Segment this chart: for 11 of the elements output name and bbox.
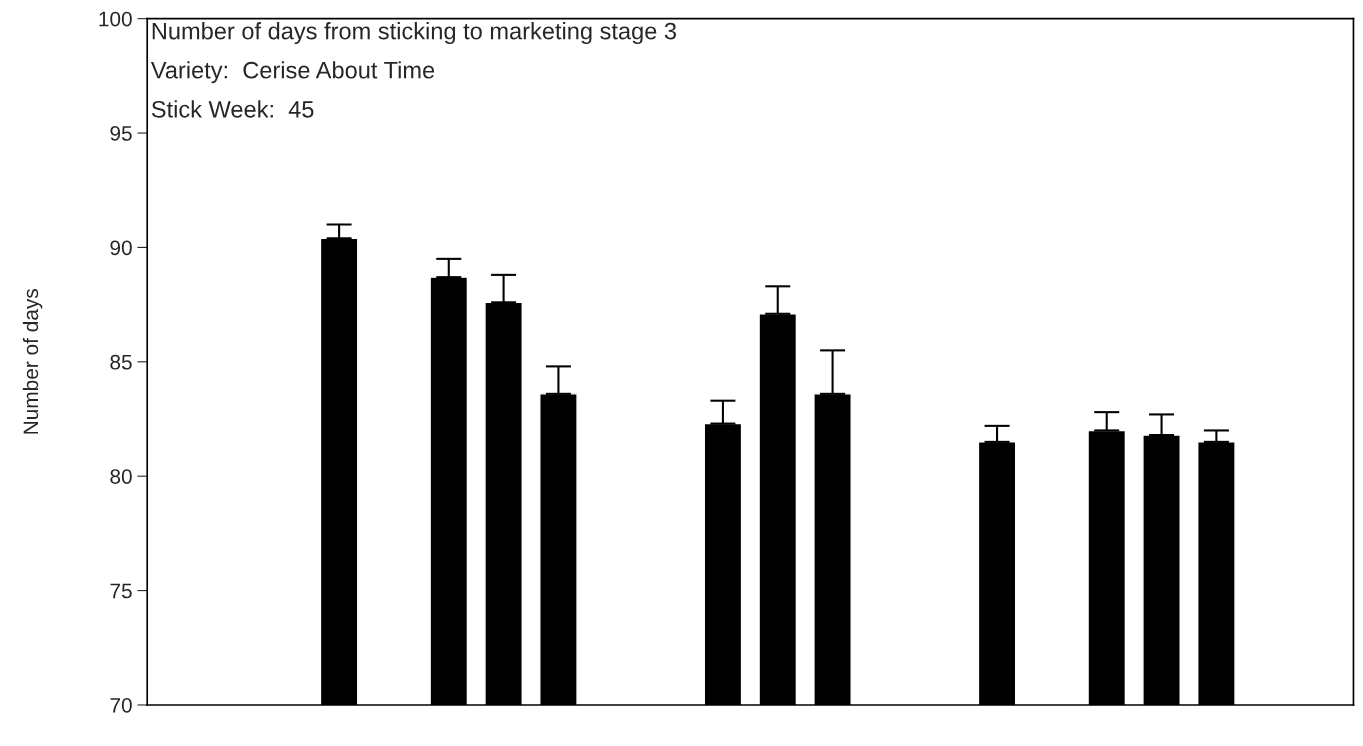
y-tick-label: 100 [99, 11, 132, 27]
y-tick-label: 85 [110, 354, 132, 370]
y-tick-label: 70 [110, 697, 132, 713]
y-tick-label: 75 [110, 583, 132, 599]
y-tick-label: 95 [110, 126, 132, 141]
annotation: Variety: Cerise About Time [150, 61, 435, 84]
y-tick-label: 80 [110, 469, 132, 484]
y-tick-label: 90 [110, 240, 132, 256]
chart-title: Number of days from sticking to marketing stage 3 [152, 22, 677, 45]
annotation: Stick Week: 45 [151, 100, 314, 118]
y-axis-title: Number of days [22, 289, 43, 434]
